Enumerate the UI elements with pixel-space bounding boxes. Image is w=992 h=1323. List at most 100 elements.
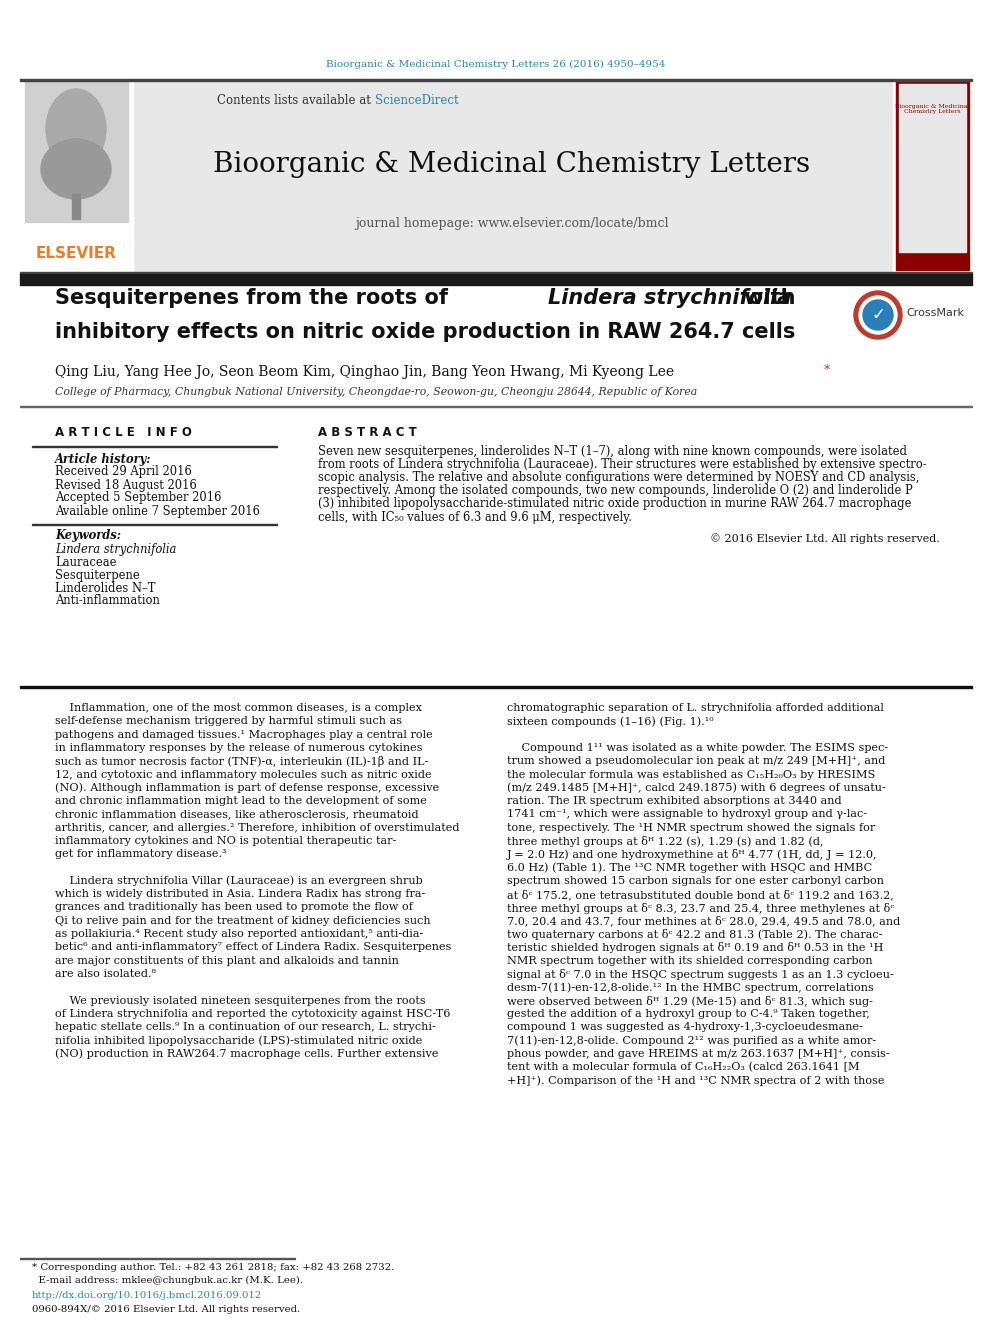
Text: cells, with IC₅₀ values of 6.3 and 9.6 μM, respectively.: cells, with IC₅₀ values of 6.3 and 9.6 μ… <box>318 511 632 524</box>
Text: Inflammation, one of the most common diseases, is a complex: Inflammation, one of the most common dis… <box>55 703 422 713</box>
Bar <box>20 79 972 81</box>
Text: Lauraceae: Lauraceae <box>55 556 116 569</box>
Text: phous powder, and gave HREIMS at m/z 263.1637 [M+H]⁺, consis-: phous powder, and gave HREIMS at m/z 263… <box>507 1049 890 1058</box>
Text: Lindera strychnifolia: Lindera strychnifolia <box>55 542 177 556</box>
Text: Anti-inflammation: Anti-inflammation <box>55 594 160 607</box>
Text: 6.0 Hz) (Table 1). The ¹³C NMR together with HSQC and HMBC: 6.0 Hz) (Table 1). The ¹³C NMR together … <box>507 863 872 873</box>
Text: three methyl groups at δᶜ 8.3, 23.7 and 25.4, three methylenes at δᶜ: three methyl groups at δᶜ 8.3, 23.7 and … <box>507 902 894 913</box>
Text: as pollakiuria.⁴ Recent study also reported antioxidant,⁵ anti-dia-: as pollakiuria.⁴ Recent study also repor… <box>55 929 424 939</box>
Bar <box>899 83 966 251</box>
Text: College of Pharmacy, Chungbuk National University, Cheongdae-ro, Seowon-gu, Cheo: College of Pharmacy, Chungbuk National U… <box>55 388 697 397</box>
Text: http://dx.doi.org/10.1016/j.bmcl.2016.09.012: http://dx.doi.org/10.1016/j.bmcl.2016.09… <box>32 1291 262 1301</box>
Text: Lindera strychnifolia: Lindera strychnifolia <box>548 288 792 308</box>
Text: are also isolated.⁸: are also isolated.⁸ <box>55 968 156 979</box>
Circle shape <box>854 291 902 339</box>
Text: Qing Liu, Yang Hee Jo, Seon Beom Kim, Qinghao Jin, Bang Yeon Hwang, Mi Kyeong Le: Qing Liu, Yang Hee Jo, Seon Beom Kim, Qi… <box>55 365 675 378</box>
Text: E-mail address: mklee@chungbuk.ac.kr (M.K. Lee).: E-mail address: mklee@chungbuk.ac.kr (M.… <box>32 1275 304 1285</box>
Text: with: with <box>737 288 796 308</box>
Text: 1741 cm⁻¹, which were assignable to hydroxyl group and γ-lac-: 1741 cm⁻¹, which were assignable to hydr… <box>507 810 867 819</box>
Text: CrossMark: CrossMark <box>906 308 964 318</box>
Text: signal at δᶜ 7.0 in the HSQC spectrum suggests 1 as an 1.3 cycloeu-: signal at δᶜ 7.0 in the HSQC spectrum su… <box>507 968 894 980</box>
Bar <box>20 273 972 274</box>
Text: inhibitory effects on nitric oxide production in RAW 264.7 cells: inhibitory effects on nitric oxide produ… <box>55 321 796 343</box>
Bar <box>20 687 972 688</box>
Text: betic⁶ and anti-inflammatory⁷ effect of Lindera Radix. Sesquiterpenes: betic⁶ and anti-inflammatory⁷ effect of … <box>55 942 451 953</box>
Text: Revised 18 August 2016: Revised 18 August 2016 <box>55 479 196 492</box>
Text: were observed between δᴴ 1.29 (Me-15) and δᶜ 81.3, which sug-: were observed between δᴴ 1.29 (Me-15) an… <box>507 996 873 1007</box>
Circle shape <box>863 300 893 329</box>
Text: arthritis, cancer, and allergies.² Therefore, inhibition of overstimulated: arthritis, cancer, and allergies.² There… <box>55 823 459 832</box>
Text: ELSEVIER: ELSEVIER <box>36 246 116 262</box>
Bar <box>132 79 892 273</box>
Text: +H]⁺). Comparison of the ¹H and ¹³C NMR spectra of 2 with those: +H]⁺). Comparison of the ¹H and ¹³C NMR … <box>507 1076 885 1086</box>
Text: chronic inflammation diseases, like atherosclerosis, rheumatoid: chronic inflammation diseases, like athe… <box>55 810 419 819</box>
Text: (3) inhibited lipopolysaccharide-stimulated nitric oxide production in murine RA: (3) inhibited lipopolysaccharide-stimula… <box>318 497 912 511</box>
Text: 7.0, 20.4 and 43.7, four methines at δᶜ 28.0, 29.4, 49.5 and 78.0, and: 7.0, 20.4 and 43.7, four methines at δᶜ … <box>507 916 901 926</box>
Text: Bioorganic & Medicinal
Chemistry Letters: Bioorganic & Medicinal Chemistry Letters <box>895 103 969 114</box>
Text: sixteen compounds (1–16) (Fig. 1).¹⁰: sixteen compounds (1–16) (Fig. 1).¹⁰ <box>507 716 713 726</box>
Bar <box>896 81 969 270</box>
Text: scopic analysis. The relative and absolute configurations were determined by NOE: scopic analysis. The relative and absolu… <box>318 471 920 484</box>
Text: Sesquiterpene: Sesquiterpene <box>55 569 140 582</box>
Text: A B S T R A C T: A B S T R A C T <box>318 426 417 438</box>
Text: *: * <box>824 364 830 377</box>
Text: two quaternary carbons at δᶜ 42.2 and 81.3 (Table 2). The charac-: two quaternary carbons at δᶜ 42.2 and 81… <box>507 929 882 941</box>
Text: (NO) production in RAW264.7 macrophage cells. Further extensive: (NO) production in RAW264.7 macrophage c… <box>55 1049 438 1060</box>
Text: Received 29 April 2016: Received 29 April 2016 <box>55 466 191 479</box>
Text: J = 2.0 Hz) and one hydroxymethine at δᴴ 4.77 (1H, dd, J = 12.0,: J = 2.0 Hz) and one hydroxymethine at δᴴ… <box>507 849 878 860</box>
Text: ✓: ✓ <box>871 306 885 324</box>
Text: Qi to relive pain and for the treatment of kidney deficiencies such: Qi to relive pain and for the treatment … <box>55 916 431 926</box>
Text: the molecular formula was established as C₁₅H₂₀O₃ by HRESIMS: the molecular formula was established as… <box>507 770 875 779</box>
Text: such as tumor necrosis factor (TNF)-α, interleukin (IL)-1β and IL-: such as tumor necrosis factor (TNF)-α, i… <box>55 757 429 767</box>
Text: tent with a molecular formula of C₁₆H₂₂O₃ (calcd 263.1641 [M: tent with a molecular formula of C₁₆H₂₂O… <box>507 1062 859 1073</box>
Text: three methyl groups at δᴴ 1.22 (s), 1.29 (s) and 1.82 (d,: three methyl groups at δᴴ 1.22 (s), 1.29… <box>507 836 823 847</box>
Text: nifolia inhibited lipopolysaccharide (LPS)-stimulated nitric oxide: nifolia inhibited lipopolysaccharide (LP… <box>55 1036 423 1046</box>
Text: Bioorganic & Medicinal Chemistry Letters: Bioorganic & Medicinal Chemistry Letters <box>213 151 810 177</box>
Text: 12, and cytotoxic and inflammatory molecules such as nitric oxide: 12, and cytotoxic and inflammatory molec… <box>55 770 432 779</box>
Text: which is widely distributed in Asia. Lindera Radix has strong fra-: which is widely distributed in Asia. Lin… <box>55 889 426 900</box>
Bar <box>72 194 80 220</box>
Text: self-defense mechanism triggered by harmful stimuli such as: self-defense mechanism triggered by harm… <box>55 716 402 726</box>
Text: chromatographic separation of L. strychnifolia afforded additional: chromatographic separation of L. strychn… <box>507 703 884 713</box>
Text: A R T I C L E   I N F O: A R T I C L E I N F O <box>55 426 191 438</box>
Text: 7(11)-en-12,8-olide. Compound 2¹² was purified as a white amor-: 7(11)-en-12,8-olide. Compound 2¹² was pu… <box>507 1036 876 1046</box>
Text: respectively. Among the isolated compounds, two new compounds, linderolide O (2): respectively. Among the isolated compoun… <box>318 484 913 497</box>
Text: Compound 1¹¹ was isolated as a white powder. The ESIMS spec-: Compound 1¹¹ was isolated as a white pow… <box>507 744 888 753</box>
Text: are major constituents of this plant and alkaloids and tannin: are major constituents of this plant and… <box>55 955 399 966</box>
Text: tone, respectively. The ¹H NMR spectrum showed the signals for: tone, respectively. The ¹H NMR spectrum … <box>507 823 875 832</box>
Text: © 2016 Elsevier Ltd. All rights reserved.: © 2016 Elsevier Ltd. All rights reserved… <box>710 533 940 544</box>
Text: Lindera strychnifolia Villar (Lauraceae) is an evergreen shrub: Lindera strychnifolia Villar (Lauraceae)… <box>55 876 423 886</box>
Text: Available online 7 September 2016: Available online 7 September 2016 <box>55 504 260 517</box>
Text: compound 1 was suggested as 4-hydroxy-1,3-cycloeudesmane-: compound 1 was suggested as 4-hydroxy-1,… <box>507 1023 863 1032</box>
Text: Keywords:: Keywords: <box>55 529 121 542</box>
Text: (m/z 249.1485 [M+H]⁺, calcd 249.1875) with 6 degrees of unsatu-: (m/z 249.1485 [M+H]⁺, calcd 249.1875) wi… <box>507 783 886 794</box>
Text: Bioorganic & Medicinal Chemistry Letters 26 (2016) 4950–4954: Bioorganic & Medicinal Chemistry Letters… <box>326 60 666 69</box>
Bar <box>20 274 972 284</box>
Text: NMR spectrum together with its shielded corresponding carbon: NMR spectrum together with its shielded … <box>507 955 873 966</box>
Text: pathogens and damaged tissues.¹ Macrophages play a central role: pathogens and damaged tissues.¹ Macropha… <box>55 729 433 740</box>
Text: (NO). Although inflammation is part of defense response, excessive: (NO). Although inflammation is part of d… <box>55 783 439 794</box>
Text: Contents lists available at: Contents lists available at <box>217 94 375 107</box>
Text: grances and traditionally has been used to promote the flow of: grances and traditionally has been used … <box>55 902 413 913</box>
Text: Seven new sesquiterpenes, linderolides N–T (1–7), along with nine known compound: Seven new sesquiterpenes, linderolides N… <box>318 445 907 458</box>
Text: get for inflammatory disease.³: get for inflammatory disease.³ <box>55 849 226 860</box>
Text: ScienceDirect: ScienceDirect <box>375 94 458 107</box>
Text: at δᶜ 175.2, one tetrasubstituted double bond at δᶜ 119.2 and 163.2,: at δᶜ 175.2, one tetrasubstituted double… <box>507 889 894 900</box>
Text: of Lindera strychnifolia and reported the cytotoxicity against HSC-T6: of Lindera strychnifolia and reported th… <box>55 1009 450 1019</box>
Text: from roots of Lindera strychnifolia (Lauraceae). Their structures were establish: from roots of Lindera strychnifolia (Lau… <box>318 458 927 471</box>
Text: gested the addition of a hydroxyl group to C-4.⁹ Taken together,: gested the addition of a hydroxyl group … <box>507 1009 870 1019</box>
Bar <box>25 82 128 222</box>
Bar <box>20 79 133 273</box>
Text: 0960-894X/© 2016 Elsevier Ltd. All rights reserved.: 0960-894X/© 2016 Elsevier Ltd. All right… <box>32 1304 301 1314</box>
Text: desm-7(11)-en-12,8-olide.¹² In the HMBC spectrum, correlations: desm-7(11)-en-12,8-olide.¹² In the HMBC … <box>507 982 874 992</box>
Text: and chronic inflammation might lead to the development of some: and chronic inflammation might lead to t… <box>55 796 427 806</box>
Circle shape <box>859 296 897 333</box>
Text: Linderolides N–T: Linderolides N–T <box>55 582 156 594</box>
Text: Sesquiterpenes from the roots of: Sesquiterpenes from the roots of <box>55 288 455 308</box>
Text: We previously isolated nineteen sesquiterpenes from the roots: We previously isolated nineteen sesquite… <box>55 996 426 1005</box>
Text: journal homepage: www.elsevier.com/locate/bmcl: journal homepage: www.elsevier.com/locat… <box>355 217 669 230</box>
Bar <box>893 79 972 273</box>
Text: ration. The IR spectrum exhibited absorptions at 3440 and: ration. The IR spectrum exhibited absorp… <box>507 796 841 806</box>
Text: spectrum showed 15 carbon signals for one ester carbonyl carbon: spectrum showed 15 carbon signals for on… <box>507 876 884 886</box>
Bar <box>0 56 992 73</box>
